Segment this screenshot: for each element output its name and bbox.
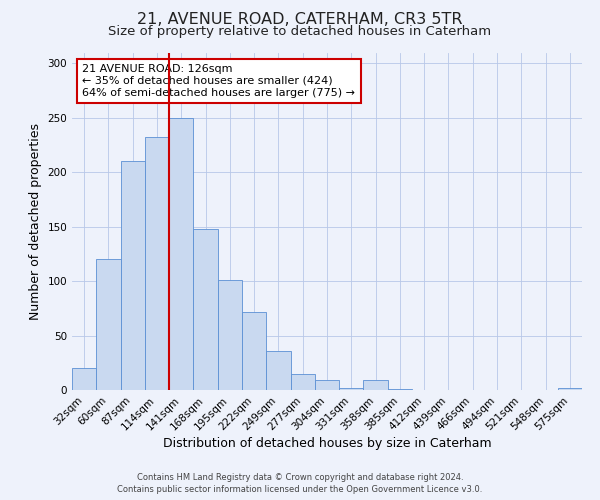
Bar [364,380,388,390]
X-axis label: Distribution of detached houses by size in Caterham: Distribution of detached houses by size … [163,438,491,450]
Bar [315,380,339,390]
Bar [169,118,193,390]
Text: 21 AVENUE ROAD: 126sqm
← 35% of detached houses are smaller (424)
64% of semi-de: 21 AVENUE ROAD: 126sqm ← 35% of detached… [82,64,355,98]
Bar [218,280,242,390]
Bar [121,162,145,390]
Bar [388,389,412,390]
Bar [558,388,582,390]
Bar [339,388,364,390]
Bar [145,138,169,390]
Bar [242,312,266,390]
Text: 21, AVENUE ROAD, CATERHAM, CR3 5TR: 21, AVENUE ROAD, CATERHAM, CR3 5TR [137,12,463,28]
Bar [72,368,96,390]
Text: Size of property relative to detached houses in Caterham: Size of property relative to detached ho… [109,25,491,38]
Y-axis label: Number of detached properties: Number of detached properties [29,122,42,320]
Text: Contains HM Land Registry data © Crown copyright and database right 2024.
Contai: Contains HM Land Registry data © Crown c… [118,472,482,494]
Bar [266,351,290,390]
Bar [193,229,218,390]
Bar [290,374,315,390]
Bar [96,260,121,390]
